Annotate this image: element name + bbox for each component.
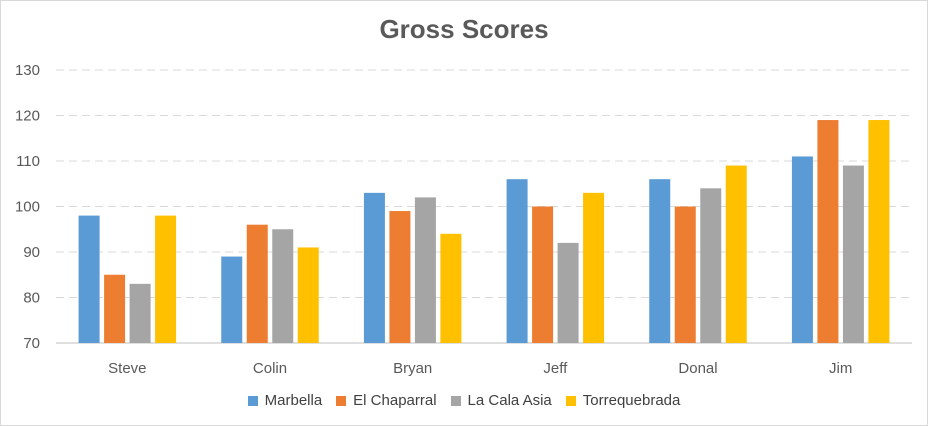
legend-swatch [336, 395, 347, 406]
bar [297, 247, 319, 343]
bar [868, 120, 890, 343]
bar [506, 179, 528, 343]
x-tick-label: Steve [108, 360, 146, 377]
legend-item: La Cala Asia [450, 392, 552, 409]
y-tick-label: 70 [23, 335, 40, 352]
legend-swatch [450, 395, 461, 406]
bar [129, 283, 151, 343]
x-tick-label: Bryan [393, 360, 432, 377]
bar [221, 256, 243, 343]
y-tick-label: 120 [15, 108, 40, 125]
legend-item: Marbella [247, 392, 323, 409]
bar [272, 229, 294, 343]
bar [414, 197, 436, 343]
legend-swatch [565, 395, 576, 406]
legend-item: Torrequebrada [565, 392, 681, 409]
bar [842, 165, 864, 343]
bar [363, 192, 385, 343]
bar [700, 188, 722, 343]
legend-swatch [247, 395, 258, 406]
y-tick-label: 90 [23, 244, 40, 261]
bar [583, 192, 605, 343]
bar [725, 165, 747, 343]
bar [389, 211, 411, 343]
legend-label: Marbella [264, 392, 323, 409]
bar [817, 120, 839, 343]
bar [532, 206, 554, 343]
x-tick-label: Jim [829, 360, 852, 377]
y-tick-label: 110 [16, 153, 40, 170]
legend-item: El Chaparral [336, 392, 437, 409]
bar [674, 206, 696, 343]
bar [104, 274, 126, 343]
legend-label: Torrequebrada [582, 392, 681, 409]
bar [155, 215, 177, 343]
bar [440, 233, 462, 343]
legend-label: El Chaparral [353, 392, 437, 409]
legend-label: La Cala Asia [467, 392, 552, 409]
x-tick-label: Donal [678, 360, 717, 377]
legend: Marbella El Chaparral La Cala Asia Torreque… [0, 392, 928, 409]
x-tick-label: Colin [253, 360, 287, 377]
bar [791, 156, 813, 343]
chart-title: Gross Scores [379, 14, 549, 44]
bar [246, 224, 268, 343]
bar [557, 242, 579, 343]
y-tick-label: 100 [15, 199, 40, 216]
bar [78, 215, 100, 343]
bar [649, 179, 671, 343]
y-tick-label: 80 [23, 290, 40, 307]
x-tick-label: Jeff [543, 360, 568, 377]
y-tick-label: 130 [15, 62, 40, 79]
